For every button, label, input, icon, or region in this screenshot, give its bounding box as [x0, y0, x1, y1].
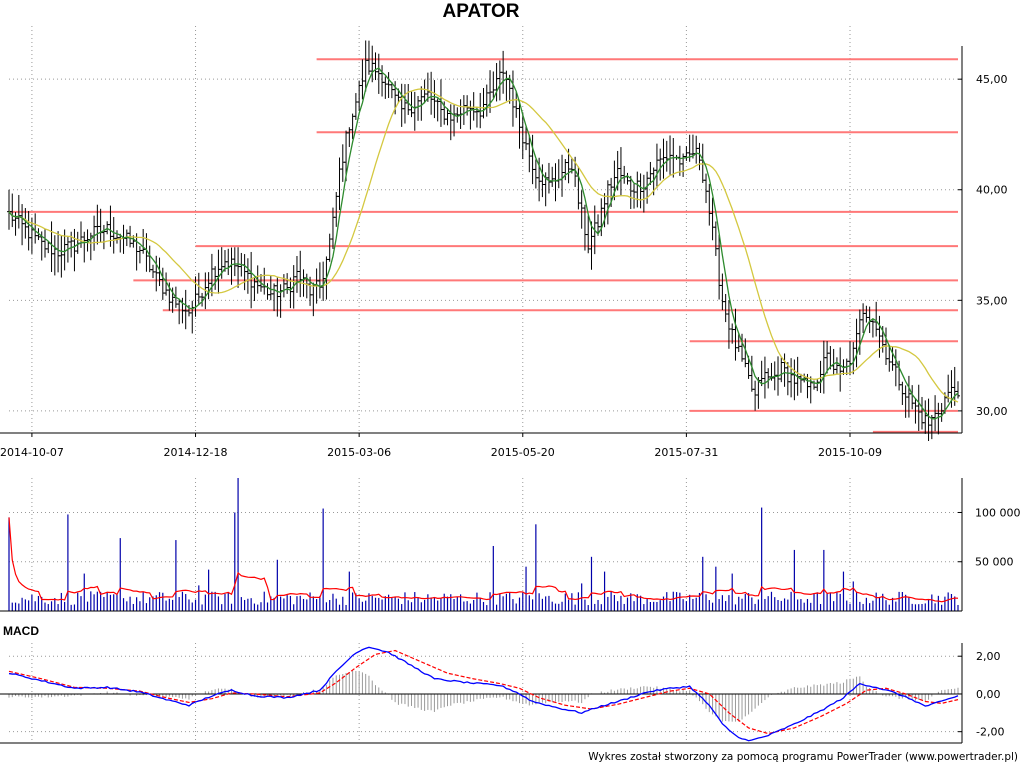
support-resistance-lines: [9, 58, 958, 433]
macd-y-tick-label: -2,00: [976, 726, 1004, 739]
date-tick-label: 2015-07-31: [654, 446, 718, 459]
macd-line: [8, 646, 959, 742]
date-tick-label: 2014-12-18: [164, 446, 228, 459]
price-y-tick-label: 35,00: [976, 294, 1008, 307]
date-tick-label: 2015-05-20: [491, 446, 555, 459]
date-tick-label: 2015-10-09: [818, 446, 882, 459]
chart-title: APATOR: [442, 1, 520, 22]
grid-lines: [9, 26, 962, 743]
macd-histogram: [8, 670, 959, 722]
moving-average-short: [8, 67, 959, 420]
macd-panel-label: MACD: [3, 624, 39, 638]
volume-y-tick-label: 100 000: [975, 506, 1021, 519]
macd-y-tick-label: 2,00: [976, 650, 1001, 663]
volume-y-tick-label: 50 000: [975, 556, 1014, 569]
footer-credit: Wykres został stworzony za pomocą progra…: [588, 751, 1018, 763]
volume-bars: [8, 478, 959, 611]
macd-signal-line: [8, 649, 959, 735]
moving-average-long: [8, 88, 959, 403]
price-y-tick-label: 30,00: [976, 405, 1008, 418]
price-y-tick-label: 40,00: [976, 184, 1008, 197]
volume-moving-average: [8, 517, 959, 603]
date-tick-label: 2015-03-06: [327, 446, 391, 459]
price-y-tick-label: 45,00: [976, 73, 1008, 86]
macd-y-tick-label: 0,00: [976, 688, 1001, 701]
date-tick-label: 2014-10-07: [0, 446, 64, 459]
